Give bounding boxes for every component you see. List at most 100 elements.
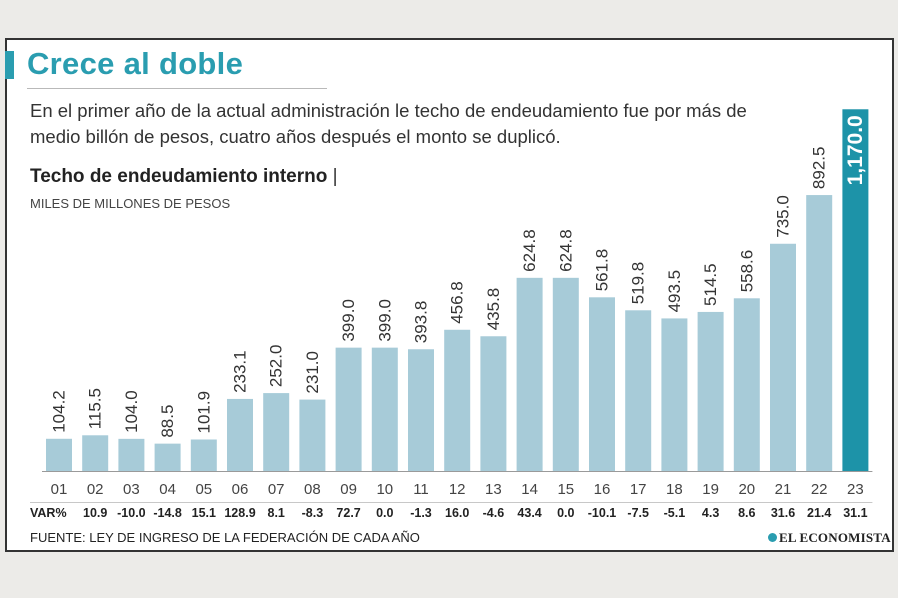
var-value-02: 10.9: [83, 506, 107, 520]
chart-subtitle: En el primer año de la actual administra…: [30, 100, 747, 147]
x-tick-label-01: 01: [51, 481, 68, 498]
bar-value-label-02: 115.5: [86, 388, 105, 429]
x-tick-label-05: 05: [195, 481, 212, 498]
section-title: Techo de endeudamiento interno |: [30, 166, 338, 188]
brand-dot-icon: [768, 533, 777, 542]
var-row-label: VAR%: [30, 506, 67, 520]
bar-value-label-19: 514.5: [701, 263, 720, 306]
x-tick-label-23: 23: [847, 481, 864, 498]
bar-07: [263, 393, 290, 471]
x-tick-label-21: 21: [775, 481, 792, 498]
bar-20: [733, 298, 760, 471]
bar-06: [227, 398, 253, 471]
bar-value-label-16: 561.8: [593, 249, 612, 292]
x-tick-label-12: 12: [449, 481, 466, 498]
bar-value-label-04: 88.5: [158, 405, 177, 438]
x-tick-label-07: 07: [268, 481, 285, 498]
bar-value-label-09: 399.0: [339, 299, 358, 342]
bar-05: [190, 439, 217, 471]
var-value-13: -4.6: [483, 506, 505, 520]
x-tick-label-03: 03: [123, 481, 140, 498]
bar-value-label-22: 892.5: [810, 147, 829, 190]
var-value-18: -5.1: [664, 506, 686, 520]
var-value-21: 31.6: [771, 506, 795, 520]
bar-value-label-03: 104.0: [122, 390, 141, 433]
bar-21: [770, 243, 796, 471]
bar-value-label-20: 558.6: [737, 250, 756, 293]
x-tick-label-08: 08: [304, 481, 321, 498]
var-value-11: -1.3: [410, 506, 432, 520]
bar-17: [625, 310, 652, 471]
x-tick-label-19: 19: [702, 481, 719, 498]
bar-value-label-13: 435.8: [484, 288, 503, 331]
var-value-23: 31.1: [843, 506, 867, 520]
bar-value-label-14: 624.8: [520, 229, 539, 272]
bar-value-label-23: 1,170.0: [844, 115, 867, 185]
x-tick-label-20: 20: [738, 481, 755, 498]
bar-14: [516, 277, 543, 471]
title-rule: [27, 88, 327, 89]
section-title-pipe: |: [332, 166, 338, 187]
bar-11: [408, 349, 434, 471]
chart-title: Crece al doble: [27, 46, 244, 81]
var-value-14: 43.4: [517, 506, 541, 520]
x-tick-label-10: 10: [376, 481, 393, 498]
var-value-10: 0.0: [376, 506, 393, 520]
x-labels-group: 01 02 03 04 05 06 07 08 09 10 11 12 13 14 15 16 17 18 19 20…: [51, 481, 864, 498]
var-value-15: 0.0: [557, 506, 574, 520]
bar-value-label-07: 252.0: [267, 345, 286, 388]
bar-18: [661, 318, 688, 471]
bar-19: [697, 311, 724, 471]
bar-value-label-06: 233.1: [231, 350, 250, 393]
brand-logo: EL ECONOMISTA: [768, 530, 891, 546]
bar-12: [444, 329, 471, 471]
var-value-22: 21.4: [807, 506, 831, 520]
bar-value-label-17: 519.8: [629, 262, 648, 305]
var-value-06: 128.9: [224, 506, 255, 520]
var-value-20: 8.6: [738, 506, 755, 520]
var-value-17: -7.5: [627, 506, 649, 520]
bar-value-label-10: 399.0: [375, 299, 394, 342]
var-value-09: 72.7: [336, 506, 360, 520]
bar-16: [589, 297, 615, 471]
bar-09: [335, 347, 362, 471]
bar-value-label-12: 456.8: [448, 281, 467, 324]
bar-value-label-05: 101.9: [194, 391, 213, 434]
bar-08: [299, 399, 326, 471]
x-tick-label-09: 09: [340, 481, 357, 498]
x-tick-label-02: 02: [87, 481, 104, 498]
bar-value-label-11: 393.8: [412, 301, 431, 344]
x-tick-label-22: 22: [811, 481, 828, 498]
section-title-text: Techo de endeudamiento interno: [30, 166, 328, 187]
unit-label: MILES DE MILLONES DE PESOS: [30, 196, 231, 211]
x-tick-label-16: 16: [594, 481, 611, 498]
x-tick-label-06: 06: [232, 481, 249, 498]
brand-text: EL ECONOMISTA: [779, 530, 891, 545]
bar-13: [480, 336, 507, 471]
title-accent-bar: [5, 51, 14, 79]
x-tick-label-04: 04: [159, 481, 176, 498]
var-value-12: 16.0: [445, 506, 469, 520]
var-value-03: -10.0: [117, 506, 146, 520]
x-tick-label-17: 17: [630, 481, 647, 498]
bar-22: [806, 195, 833, 471]
bar-10: [371, 347, 398, 471]
var-value-16: -10.1: [588, 506, 617, 520]
bar-04: [154, 443, 181, 471]
var-value-07: 8.1: [268, 506, 285, 520]
x-tick-label-14: 14: [521, 481, 538, 498]
var-row-group: 10.9 -10.0 -14.8 15.1 128.9 8.1 -8.3 72.7 0.0 -1.…: [30, 506, 868, 520]
bar-value-label-01: 104.2: [50, 390, 69, 433]
bars-group: 104.2 115.5 104.0 88.5 101.9 233.1 252.0 231.0 3…: [46, 109, 869, 472]
bar-02: [82, 435, 109, 471]
bar-23: [842, 109, 869, 472]
bar-03: [118, 438, 145, 471]
source-note: FUENTE: LEY DE INGRESO DE LA FEDERACIÓN …: [30, 530, 420, 545]
bar-15: [552, 277, 579, 471]
bar-value-label-18: 493.5: [665, 270, 684, 313]
bar-value-label-21: 735.0: [774, 195, 793, 238]
var-value-08: -8.3: [302, 506, 324, 520]
x-tick-label-13: 13: [485, 481, 502, 498]
x-tick-label-11: 11: [413, 481, 429, 498]
x-tick-label-15: 15: [557, 481, 574, 498]
